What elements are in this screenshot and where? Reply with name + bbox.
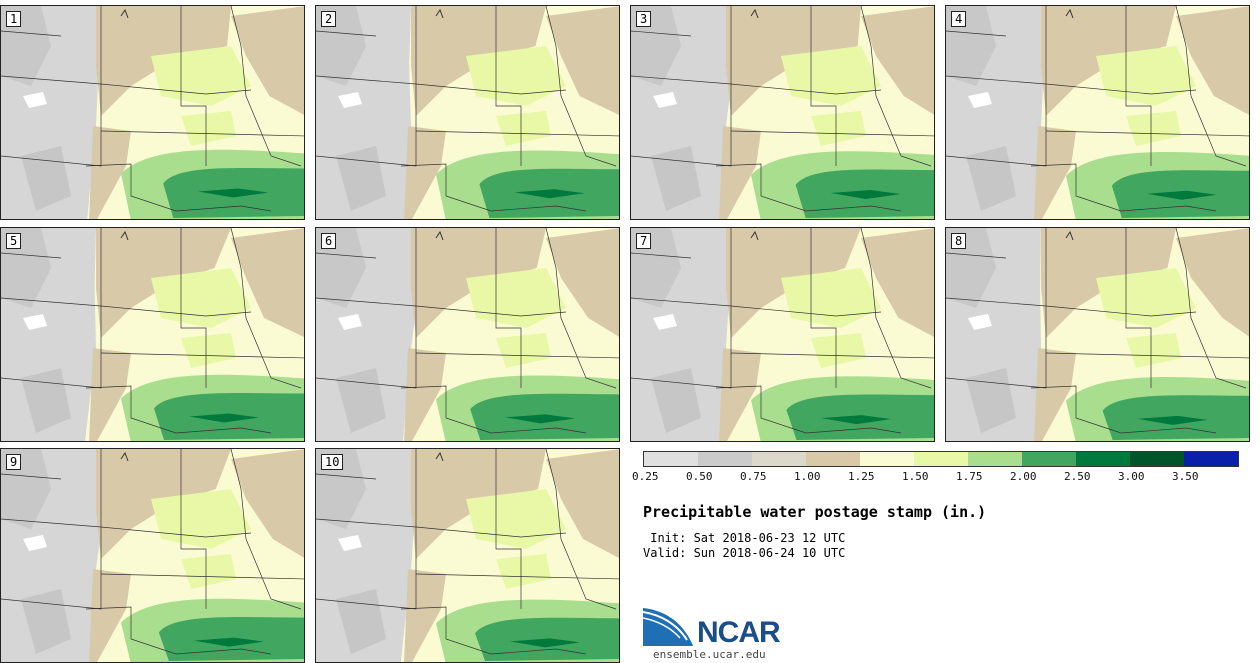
panel-number-label: 6: [321, 233, 337, 249]
color-scale-swatch: [1076, 452, 1130, 466]
color-scale-tick-label: 2.00: [1010, 470, 1037, 483]
color-scale-tick-label: 2.50: [1064, 470, 1091, 483]
color-scale-swatch: [1130, 452, 1184, 466]
color-scale-tick-label: 1.00: [794, 470, 821, 483]
color-scale-tick-label: 3.50: [1172, 470, 1199, 483]
color-scale-swatch: [698, 452, 752, 466]
map-panel: 10: [315, 448, 620, 663]
valid-time: Valid: Sun 2018-06-24 10 UTC: [643, 546, 846, 560]
color-scale-tick-label: 0.75: [740, 470, 767, 483]
map-panel: 7: [630, 227, 935, 442]
color-scale-tick-label: 1.50: [902, 470, 929, 483]
map-panel: 6: [315, 227, 620, 442]
logo-url: ensemble.ucar.edu: [653, 648, 766, 661]
ncar-logo-icon: [643, 608, 693, 646]
color-scale-swatch: [806, 452, 860, 466]
color-scale-tick-label: 3.00: [1118, 470, 1145, 483]
color-scale-swatch: [1184, 452, 1238, 466]
time-info: Init: Sat 2018-06-23 12 UTC Valid: Sun 2…: [643, 531, 845, 561]
color-scale-tick-label: 1.25: [848, 470, 875, 483]
color-scale-swatch: [914, 452, 968, 466]
map-panel: 4: [945, 5, 1250, 220]
color-scale-swatch: [968, 452, 1022, 466]
color-scale-ticks: 0.25 0.50 0.75 1.00 1.25 1.50 1.75 2.00 2.50 3.00…: [632, 470, 1252, 484]
panel-number-label: 1: [6, 11, 22, 27]
color-scale-tick-label: 1.75: [956, 470, 983, 483]
init-time: Init: Sat 2018-06-23 12 UTC: [643, 531, 846, 545]
plot-title: Precipitable water postage stamp (in.): [643, 503, 987, 521]
panel-number-label: 8: [951, 233, 967, 249]
map-panel: 1: [0, 5, 305, 220]
panel-number-label: 2: [321, 11, 337, 27]
panel-number-label: 9: [6, 454, 22, 470]
color-scale-swatch: [1022, 452, 1076, 466]
map-panel: 9: [0, 448, 305, 663]
color-scale-tick-label: 0.50: [686, 470, 713, 483]
map-panel: 5: [0, 227, 305, 442]
color-scale-tick-label: 0.25: [632, 470, 659, 483]
color-scale-swatch: [860, 452, 914, 466]
color-scale-swatch: [644, 452, 698, 466]
map-panel: 8: [945, 227, 1250, 442]
logo-wordmark: NCAR: [697, 616, 781, 649]
color-scale-swatch: [752, 452, 806, 466]
panel-number-label: 5: [6, 233, 22, 249]
panel-number-label: 4: [951, 11, 967, 27]
panel-number-label: 3: [636, 11, 652, 27]
color-scale-bar: [643, 451, 1239, 467]
panel-number-label: 10: [321, 454, 344, 470]
map-panel: 3: [630, 5, 935, 220]
panel-number-label: 7: [636, 233, 652, 249]
map-panel: 2: [315, 5, 620, 220]
